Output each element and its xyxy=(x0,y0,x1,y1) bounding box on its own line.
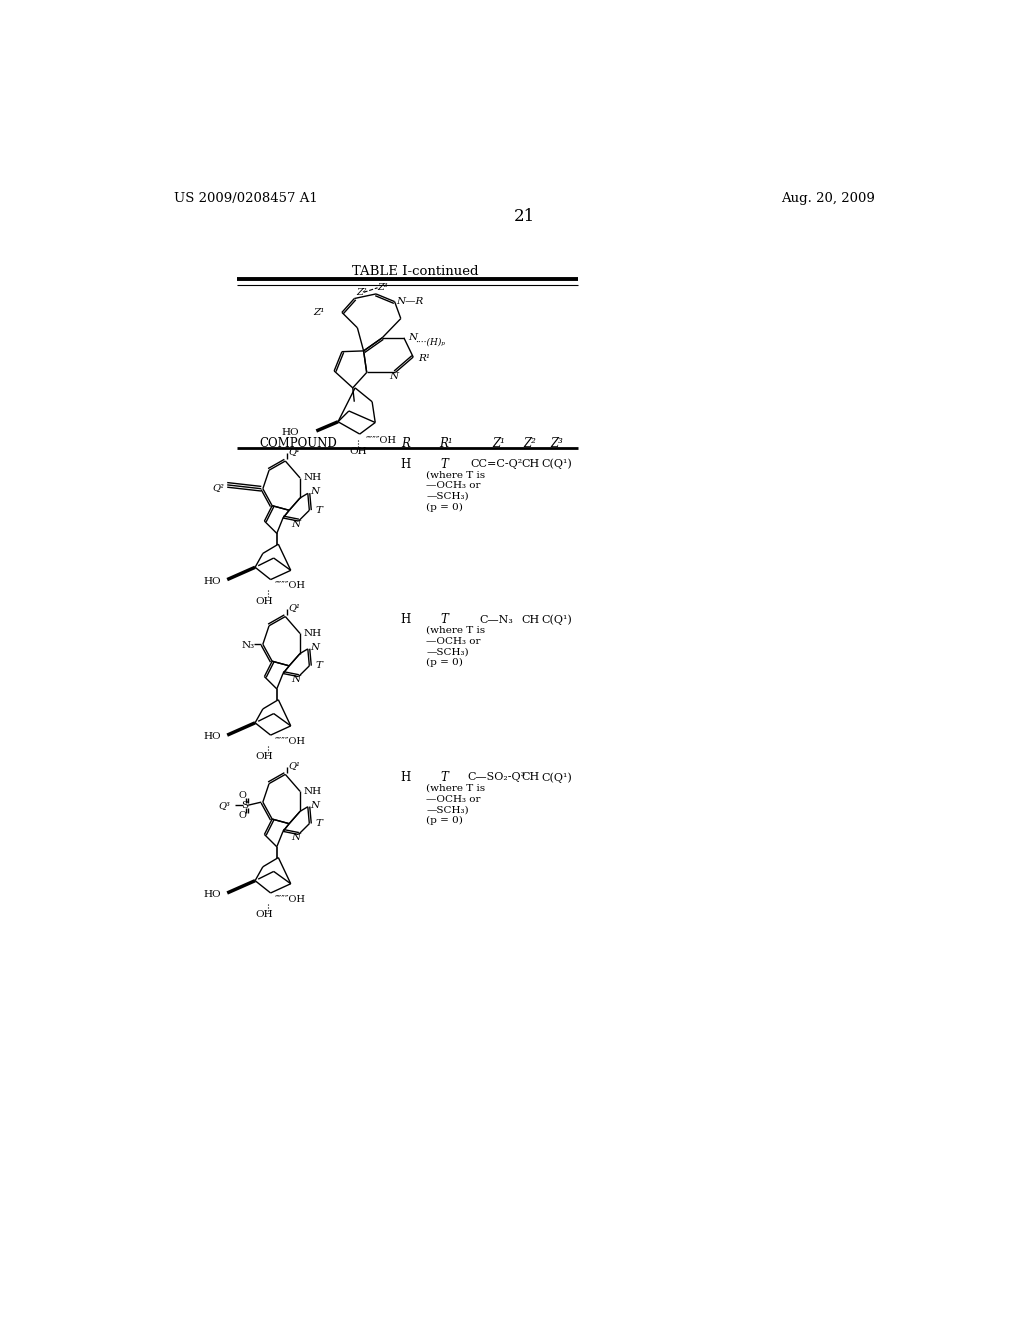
Text: OH: OH xyxy=(256,752,273,762)
Text: T: T xyxy=(440,458,449,471)
Text: Z¹: Z¹ xyxy=(492,437,505,450)
Text: —SCH₃): —SCH₃) xyxy=(426,648,469,656)
Text: R¹: R¹ xyxy=(439,437,453,450)
Text: Q³: Q³ xyxy=(218,801,230,809)
Text: HO: HO xyxy=(204,577,221,586)
Text: C—SO₂-Q³: C—SO₂-Q³ xyxy=(467,772,525,783)
Text: R: R xyxy=(401,437,410,450)
Text: ″″″″OH: ″″″″OH xyxy=(275,737,306,746)
Text: —OCH₃ or: —OCH₃ or xyxy=(426,636,481,645)
Text: TABLE I-continued: TABLE I-continued xyxy=(351,265,478,279)
Text: HO: HO xyxy=(204,890,221,899)
Text: —OCH₃ or: —OCH₃ or xyxy=(426,482,481,490)
Text: N—R: N—R xyxy=(396,297,424,306)
Text: Q²: Q² xyxy=(212,483,224,491)
Text: T: T xyxy=(440,771,449,784)
Text: —OCH₃ or: —OCH₃ or xyxy=(426,795,481,804)
Text: (where T is: (where T is xyxy=(426,470,485,479)
Text: R¹: R¹ xyxy=(418,354,430,363)
Text: C(Q¹): C(Q¹) xyxy=(542,772,572,783)
Text: Z³: Z³ xyxy=(550,437,563,450)
Text: H: H xyxy=(400,612,411,626)
Text: (p = 0): (p = 0) xyxy=(426,816,463,825)
Text: NH: NH xyxy=(303,630,322,638)
Text: ″″″″OH: ″″″″OH xyxy=(275,895,306,904)
Text: N: N xyxy=(310,643,319,652)
Text: N: N xyxy=(310,487,319,496)
Text: C—N₃: C—N₃ xyxy=(479,615,513,624)
Text: NH: NH xyxy=(303,787,322,796)
Text: H: H xyxy=(400,771,411,784)
Text: ″″″″OH: ″″″″OH xyxy=(366,436,397,445)
Text: N: N xyxy=(409,334,418,342)
Text: COMPOUND: COMPOUND xyxy=(260,437,337,450)
Text: CC=C-Q²: CC=C-Q² xyxy=(470,459,522,469)
Text: N: N xyxy=(291,520,300,528)
Text: S: S xyxy=(241,801,248,809)
Text: C(Q¹): C(Q¹) xyxy=(542,459,572,470)
Text: HO: HO xyxy=(204,733,221,741)
Text: Z²: Z² xyxy=(356,288,367,297)
Text: C(Q¹): C(Q¹) xyxy=(542,614,572,624)
Text: Q¹: Q¹ xyxy=(289,603,300,611)
Text: N: N xyxy=(389,372,398,380)
Text: O: O xyxy=(239,792,247,800)
Text: T: T xyxy=(315,820,323,828)
Text: Z¹: Z¹ xyxy=(313,308,325,317)
Text: T: T xyxy=(315,506,323,515)
Text: OH: OH xyxy=(256,909,273,919)
Text: CH: CH xyxy=(521,459,540,469)
Text: N: N xyxy=(291,833,300,842)
Text: OH: OH xyxy=(256,597,273,606)
Text: US 2009/0208457 A1: US 2009/0208457 A1 xyxy=(174,191,318,205)
Text: CH: CH xyxy=(521,615,540,624)
Text: O: O xyxy=(239,810,247,820)
Text: T: T xyxy=(315,661,323,671)
Text: Aug. 20, 2009: Aug. 20, 2009 xyxy=(781,191,876,205)
Text: ····(H)ₚ: ····(H)ₚ xyxy=(415,337,444,346)
Text: Z²: Z² xyxy=(524,437,537,450)
Text: Q¹: Q¹ xyxy=(289,447,300,457)
Text: (p = 0): (p = 0) xyxy=(426,659,463,668)
Text: T: T xyxy=(440,612,449,626)
Text: N: N xyxy=(310,801,319,809)
Text: OH: OH xyxy=(349,446,367,455)
Text: —SCH₃): —SCH₃) xyxy=(426,492,469,500)
Text: H: H xyxy=(400,458,411,471)
Text: (where T is: (where T is xyxy=(426,784,485,793)
Text: N₃: N₃ xyxy=(242,642,255,651)
Text: NH: NH xyxy=(303,474,322,482)
Text: ″″″″OH: ″″″″OH xyxy=(275,581,306,590)
Text: —SCH₃): —SCH₃) xyxy=(426,805,469,814)
Text: (p = 0): (p = 0) xyxy=(426,503,463,512)
Text: (where T is: (where T is xyxy=(426,626,485,635)
Text: HO: HO xyxy=(282,428,299,437)
Text: 21: 21 xyxy=(514,209,536,226)
Text: CH: CH xyxy=(521,772,540,783)
Text: N: N xyxy=(291,676,300,684)
Text: Z³: Z³ xyxy=(378,284,388,292)
Text: Q¹: Q¹ xyxy=(289,760,300,770)
